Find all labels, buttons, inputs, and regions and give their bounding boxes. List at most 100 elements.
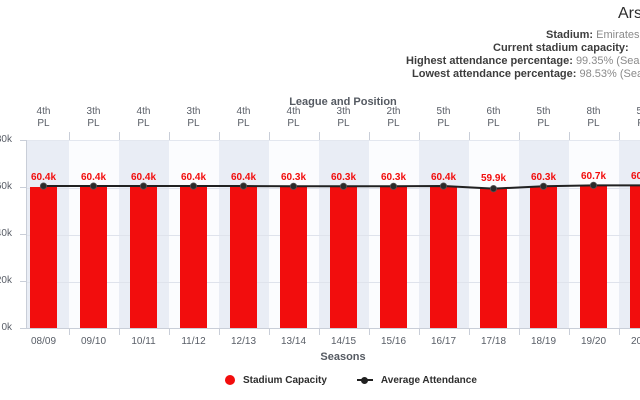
top-axis-tick <box>268 132 270 140</box>
capacity-bar-label: 59.9k <box>480 173 507 185</box>
top-axis-tick <box>68 132 70 140</box>
y-axis-tick-label: 60k <box>0 181 12 192</box>
y-axis-tick-label: 20k <box>0 275 12 286</box>
season-tick-label: 09/10 <box>80 336 107 347</box>
bottom-axis-tick <box>168 329 170 335</box>
position-rank: 2th <box>386 106 401 117</box>
highest-attendance-label: Highest attendance percentage: <box>406 55 573 67</box>
bottom-axis-tick <box>518 329 520 335</box>
position-league: PL <box>437 118 450 129</box>
position-league: PL <box>537 118 550 129</box>
highest-attendance-value: 99.35% (Season 20 <box>575 55 640 67</box>
y-axis-tick <box>20 281 26 282</box>
capacity-bar-17/18[interactable] <box>480 188 507 329</box>
chart-legend: Stadium Capacity Average Attendance <box>225 373 477 387</box>
stadium-label: Stadium: <box>546 29 594 41</box>
league-position-label-08/09: 4th PL <box>19 106 69 130</box>
position-rank: 5th <box>436 106 451 117</box>
stadium-info-line: Stadium: Emirates Stadium <box>546 29 640 42</box>
capacity-bar-label: 60.3k <box>330 172 357 184</box>
y-axis-tick <box>20 234 26 235</box>
bottom-axis-tick <box>268 329 270 335</box>
stadium-capacity-legend-item[interactable]: Stadium Capacity <box>243 374 327 386</box>
position-rank: 4th <box>36 106 51 117</box>
capacity-bar-20/21[interactable] <box>630 186 640 329</box>
capacity-bar-14/15[interactable] <box>330 187 357 329</box>
position-league: PL <box>387 118 400 129</box>
position-rank: 5th <box>636 106 640 117</box>
league-position-label-18/19: 5th PL <box>519 106 569 130</box>
league-position-label-16/17: 5th PL <box>419 106 469 130</box>
capacity-bar-19/20[interactable] <box>580 186 607 329</box>
x-axis-line <box>26 328 640 329</box>
position-league: PL <box>337 118 350 129</box>
position-league: PL <box>237 118 250 129</box>
season-tick-label: 16/17 <box>430 336 457 347</box>
capacity-bar-12/13[interactable] <box>230 187 257 329</box>
top-axis-tick <box>518 132 520 140</box>
top-axis-tick <box>318 132 320 140</box>
y-axis-tick <box>20 328 26 329</box>
top-axis-tick <box>418 132 420 140</box>
capacity-label: Current stadium capacity: <box>493 42 629 54</box>
season-tick-label: 20/21 <box>630 336 640 347</box>
capacity-info-line: Current stadium capacity: <box>493 42 629 55</box>
capacity-bar-label: 60.4k <box>430 172 457 184</box>
league-position-label-15/16: 2th PL <box>369 106 419 130</box>
top-axis-tick <box>168 132 170 140</box>
capacity-bar-10/11[interactable] <box>130 187 157 329</box>
position-league: PL <box>487 118 500 129</box>
position-league: PL <box>619 118 640 130</box>
capacity-bar-15/16[interactable] <box>380 187 407 329</box>
x-axis-title: Seasons <box>320 351 366 363</box>
season-tick-label: 17/18 <box>480 336 507 347</box>
capacity-bar-11/12[interactable] <box>180 187 207 329</box>
capacity-bar-18/19[interactable] <box>530 187 557 329</box>
y-axis-tick-label: 40k <box>0 228 12 239</box>
position-rank: 5th <box>536 106 551 117</box>
position-rank: 4th <box>286 106 301 117</box>
position-league: PL <box>187 118 200 129</box>
season-tick-label: 08/09 <box>30 336 57 347</box>
league-position-label-14/15: 3th PL <box>319 106 369 130</box>
lowest-attendance-value: 98.53% (Season 20 <box>579 68 640 80</box>
y-axis-tick <box>20 140 26 141</box>
plot-area <box>26 140 640 329</box>
average-attendance-legend-item[interactable]: Average Attendance <box>380 374 477 386</box>
position-league: PL <box>137 118 150 129</box>
bottom-axis-tick <box>118 329 120 335</box>
position-league: PL <box>287 118 300 129</box>
capacity-bar-08/09[interactable] <box>30 187 57 329</box>
season-tick-label: 15/16 <box>380 336 407 347</box>
capacity-bar-13/14[interactable] <box>280 187 307 329</box>
position-league: PL <box>87 118 100 129</box>
bottom-axis-tick <box>368 329 370 335</box>
highest-attendance-info-line: Highest attendance percentage: 99.35% (S… <box>406 55 640 68</box>
capacity-bar-label: 60.4k <box>30 172 57 184</box>
lowest-attendance-info-line: Lowest attendance percentage: 98.53% (Se… <box>412 68 640 81</box>
position-league: PL <box>37 118 50 129</box>
capacity-bar-16/17[interactable] <box>430 187 457 329</box>
position-rank: 8th <box>586 106 601 117</box>
bottom-axis-tick <box>318 329 320 335</box>
top-axis-tick <box>568 132 570 140</box>
capacity-bar-label: 60.3k <box>380 172 407 184</box>
bottom-axis-tick <box>468 329 470 335</box>
position-rank: 4th <box>136 106 151 117</box>
capacity-bar-09/10[interactable] <box>80 187 107 329</box>
position-rank: 3th <box>86 106 101 117</box>
league-position-label-19/20: 8th PL <box>569 106 619 130</box>
y-axis-tick-label: 80k <box>0 134 12 145</box>
top-axis-title: League and Position <box>289 96 397 108</box>
league-position-label-11/12: 3th PL <box>169 106 219 130</box>
position-rank: 6th <box>486 106 501 117</box>
bottom-axis-tick <box>418 329 420 335</box>
capacity-bar-label: 60.3k <box>530 172 557 184</box>
capacity-bar-label: 60.3k <box>280 172 307 184</box>
bottom-axis-tick <box>68 329 70 335</box>
capacity-bar-label: 60.4k <box>230 172 257 184</box>
average-attendance-legend-marker <box>356 376 373 384</box>
top-axis-tick <box>218 132 220 140</box>
